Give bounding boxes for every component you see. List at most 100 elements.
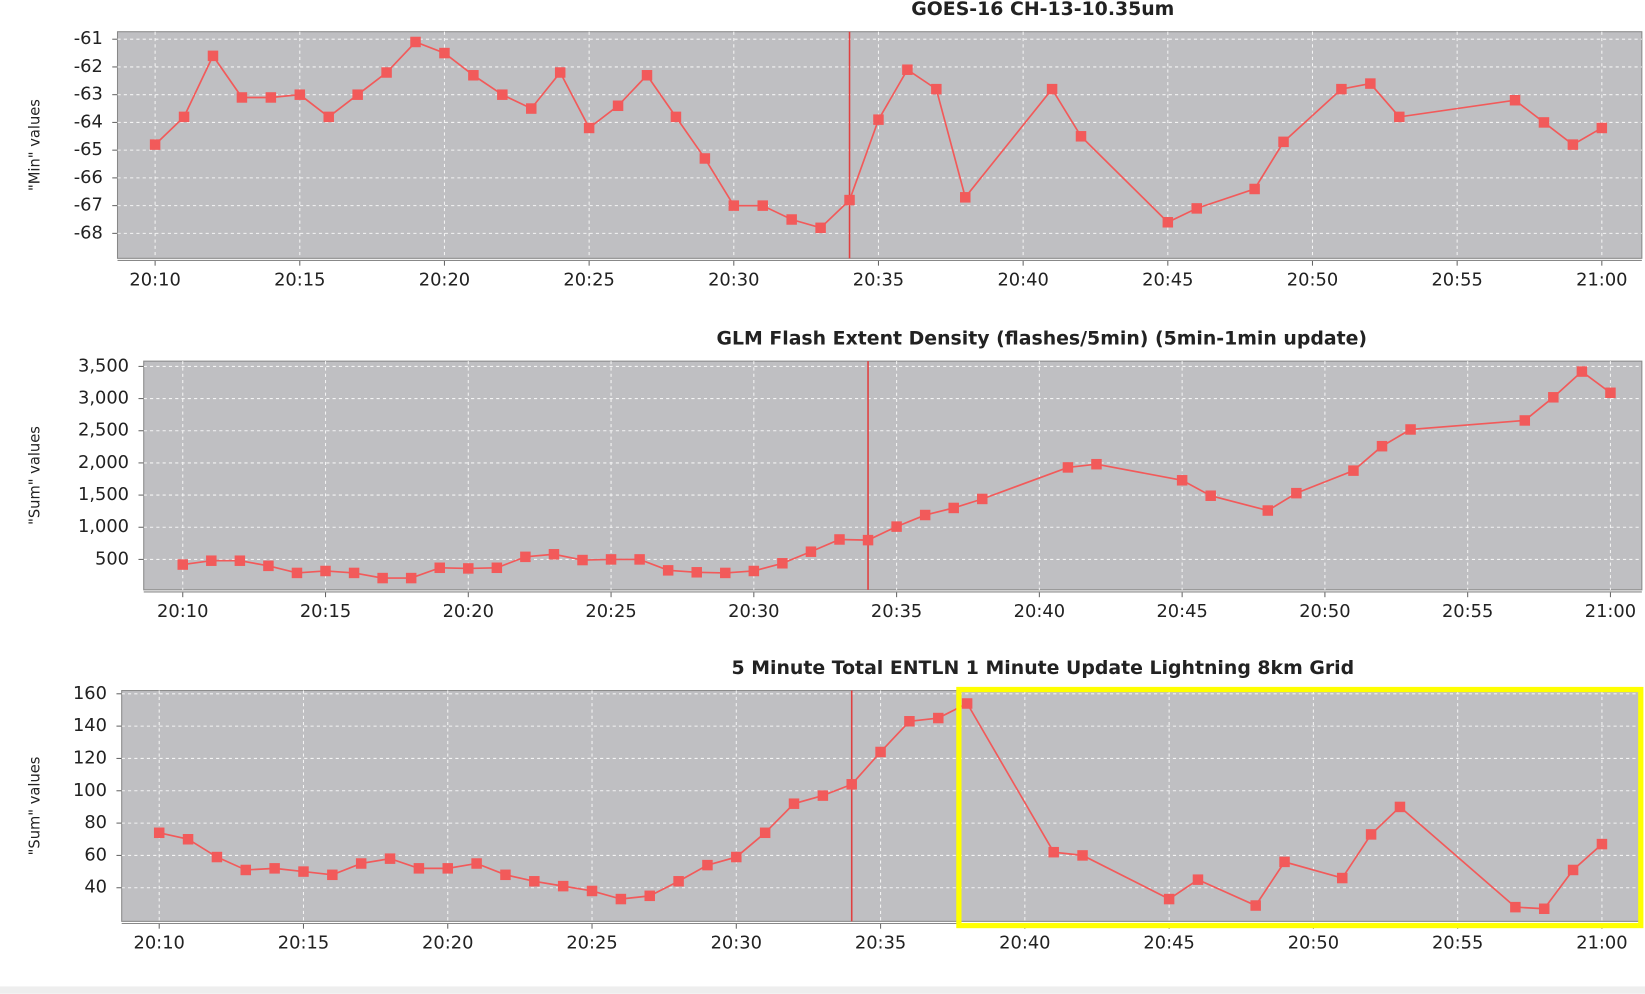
data-point: [1046, 83, 1058, 95]
x-tick-label: 21:00: [1576, 932, 1627, 953]
y-tick-label: -67: [74, 195, 103, 216]
data-point: [788, 798, 800, 809]
data-point: [236, 92, 248, 103]
data-point: [1062, 462, 1074, 473]
data-point: [471, 858, 482, 869]
x-tick-label: 20:35: [853, 269, 904, 290]
data-point: [875, 746, 886, 758]
data-point: [263, 560, 274, 572]
x-tick-label: 21:00: [1585, 601, 1636, 622]
data-point: [1250, 900, 1261, 911]
y-tick-label: 120: [73, 747, 107, 768]
x-tick-label: 20:20: [419, 269, 470, 290]
data-point: [919, 509, 931, 521]
data-point: [1365, 829, 1377, 840]
y-tick-label: 140: [73, 715, 107, 736]
x-tick-label: 20:15: [278, 932, 329, 953]
data-point: [1278, 136, 1289, 148]
data-point: [634, 554, 645, 565]
data-point: [177, 559, 188, 570]
data-point: [815, 222, 826, 234]
x-tick-label: 20:25: [566, 932, 617, 953]
data-point: [1336, 83, 1347, 95]
y-tick-label: -61: [74, 28, 103, 49]
x-tick-label: 20:55: [1431, 269, 1482, 290]
data-point: [463, 563, 474, 574]
data-point: [207, 50, 219, 62]
data-point: [1192, 874, 1204, 885]
data-point: [294, 89, 306, 100]
data-point: [1262, 505, 1274, 516]
data-point: [777, 558, 788, 569]
data-point: [583, 122, 595, 134]
x-tick-label: 20:55: [1442, 601, 1493, 622]
data-point: [1376, 440, 1388, 452]
y-tick-label: -66: [74, 167, 103, 188]
data-point: [491, 562, 503, 574]
data-point: [1576, 366, 1588, 377]
data-point: [933, 712, 944, 724]
x-tick-label: 20:30: [708, 269, 759, 290]
data-point: [182, 834, 194, 845]
data-point: [1249, 183, 1260, 195]
x-tick-label: 21:00: [1576, 269, 1627, 290]
data-point: [240, 864, 252, 876]
data-point: [327, 869, 338, 881]
x-tick-label: 20:55: [1432, 932, 1483, 953]
data-point: [1205, 490, 1216, 501]
y-tick-label: -64: [74, 111, 103, 132]
data-point: [405, 572, 417, 584]
x-tick-label: 20:10: [134, 932, 185, 953]
y-axis-label: "Sum" values: [27, 426, 44, 525]
data-point: [554, 67, 566, 78]
data-point: [691, 567, 702, 578]
data-point: [526, 103, 537, 114]
data-point: [320, 565, 331, 577]
plot-area: [116, 31, 1643, 259]
data-point: [1405, 424, 1416, 435]
x-tick-label: 20:35: [855, 932, 906, 953]
data-point: [1519, 415, 1531, 426]
x-tick-label: 20:35: [871, 601, 922, 622]
data-point: [1077, 850, 1088, 861]
data-point: [149, 139, 161, 150]
y-tick-label: -65: [74, 139, 103, 160]
chart-title: 5 Minute Total ENTLN 1 Minute Update Lig…: [731, 657, 1354, 679]
y-tick-label: 100: [73, 780, 107, 801]
data-point: [1548, 392, 1559, 403]
data-point: [757, 200, 768, 211]
data-point: [748, 565, 760, 577]
x-tick-label: 20:25: [585, 601, 636, 622]
data-point: [1596, 122, 1608, 134]
data-point: [931, 83, 942, 95]
data-point: [1291, 487, 1302, 499]
data-point: [728, 200, 740, 211]
data-point: [1176, 475, 1188, 486]
data-point: [605, 554, 617, 565]
x-tick-label: 20:20: [422, 932, 473, 953]
data-point: [670, 111, 682, 123]
x-tick-label: 20:10: [157, 601, 208, 622]
data-point: [1605, 387, 1616, 399]
data-point: [1567, 139, 1579, 150]
data-point: [1162, 217, 1174, 228]
data-point: [759, 827, 771, 839]
data-point: [1191, 203, 1202, 214]
data-point: [548, 549, 560, 560]
y-tick-label: -63: [74, 84, 103, 105]
data-point: [352, 89, 363, 100]
data-point: [1091, 458, 1102, 470]
data-point: [323, 111, 334, 123]
y-tick-label: 80: [84, 812, 107, 833]
data-point: [615, 893, 627, 905]
data-point: [948, 502, 959, 514]
data-point: [557, 880, 569, 892]
data-point: [439, 47, 450, 59]
y-tick-label: 3,000: [78, 388, 129, 409]
data-point: [720, 567, 731, 579]
data-point: [434, 562, 445, 574]
data-point: [731, 851, 742, 863]
data-point: [1365, 78, 1376, 89]
data-point: [612, 100, 624, 112]
